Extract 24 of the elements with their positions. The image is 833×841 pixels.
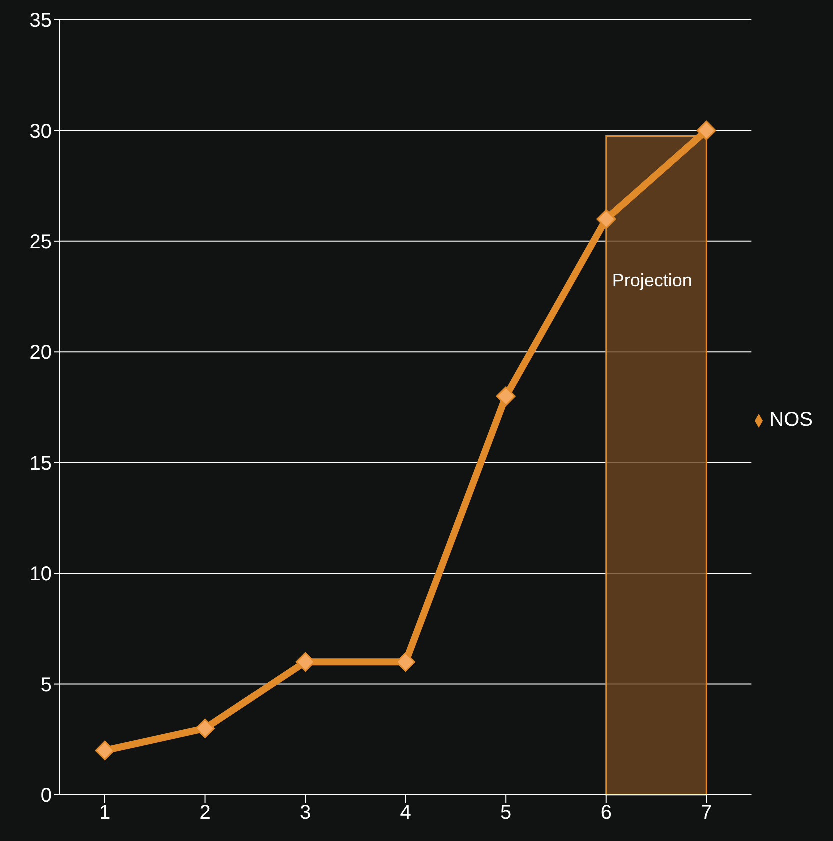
point (95, 740, 115, 760)
legend-label: NOS (770, 409, 813, 431)
x-tick-label: 7 (701, 802, 712, 824)
y-tick-label: 20 (30, 342, 52, 364)
x-tick-label: 2 (200, 802, 211, 824)
y-tick-label: 15 (30, 452, 52, 475)
x-tick-label: 3 (300, 802, 312, 824)
band-label: Projection (612, 270, 692, 290)
y-tick-label: 10 (30, 564, 52, 586)
point (396, 652, 416, 672)
point (596, 210, 616, 230)
y-tick-label: 35 (30, 10, 52, 32)
point (296, 652, 316, 672)
x-tick-label: 6 (600, 802, 612, 824)
x-tick-label: 4 (400, 802, 412, 824)
point (196, 718, 216, 738)
x-tick-label: 5 (500, 802, 512, 824)
y-tick-label: 0 (40, 785, 52, 808)
x-tick-label: 1 (99, 802, 111, 824)
point (696, 120, 716, 140)
y-tick-label: 30 (30, 120, 52, 143)
point (496, 386, 516, 406)
y-tick-label: 25 (30, 232, 52, 254)
y-tick-label: 5 (40, 674, 52, 696)
